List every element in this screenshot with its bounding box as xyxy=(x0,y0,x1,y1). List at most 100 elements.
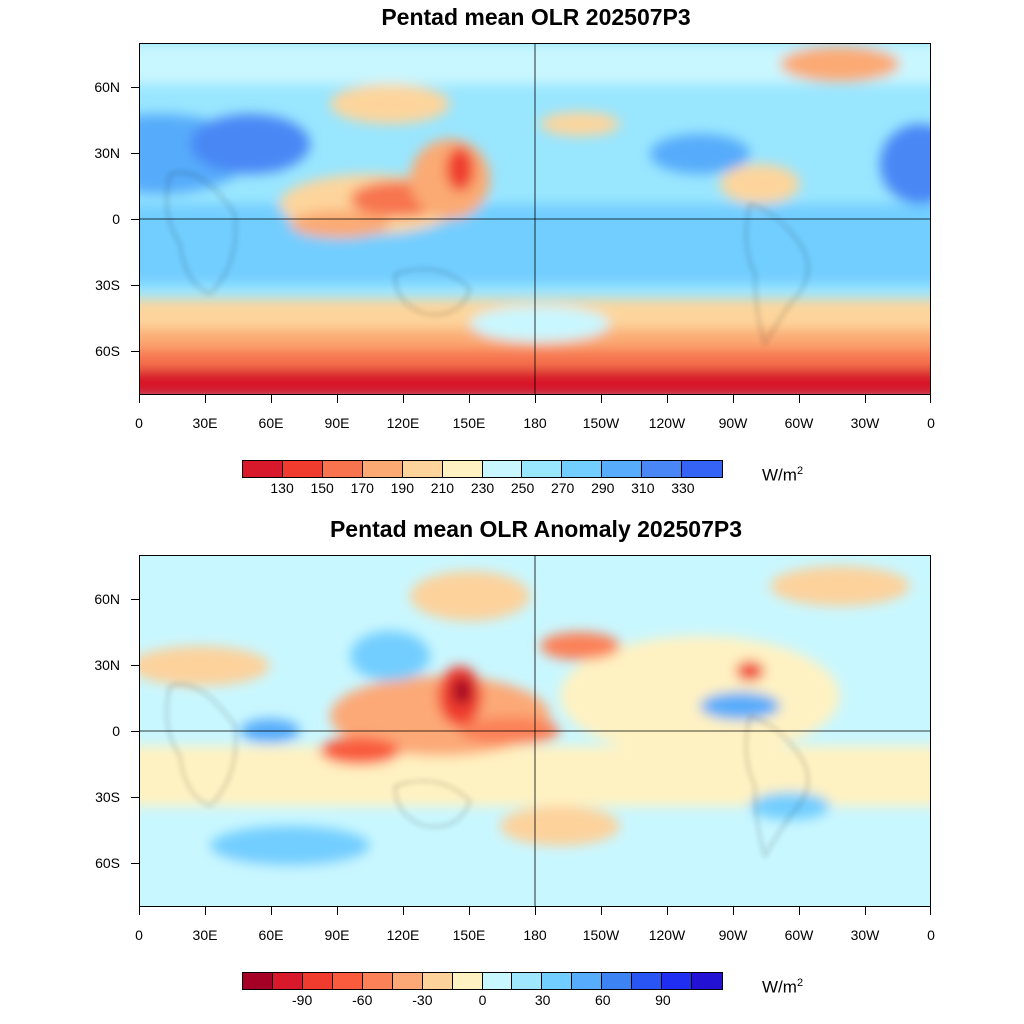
colorbar-swatch xyxy=(362,461,403,477)
y-tick xyxy=(131,665,139,666)
colorbar-swatch xyxy=(512,973,543,989)
y-tick xyxy=(131,731,139,732)
y-tick-label-0: 0 xyxy=(112,211,120,227)
x-tick-label: 120W xyxy=(648,927,686,943)
colorbar-swatch xyxy=(482,973,513,989)
x-tick-label: 30W xyxy=(850,415,880,431)
colorbar-label: 170 xyxy=(350,480,374,496)
colorbar-swatch xyxy=(392,973,423,989)
panel-title: Pentad mean OLR Anomaly 202507P3 xyxy=(329,516,743,542)
colorbar-label: 150 xyxy=(310,480,334,496)
colorbar-swatch xyxy=(542,973,573,989)
x-tick-label: 90E xyxy=(324,415,350,431)
x-tick xyxy=(601,395,602,403)
x-tick-label: 90W xyxy=(718,415,748,431)
olr-anomaly-panel: Pentad mean OLR Anomaly 202507P3 xyxy=(0,512,1024,1024)
x-tick xyxy=(205,907,206,915)
y-tick-label-0: 0 xyxy=(112,723,120,739)
colorbar-label: 250 xyxy=(510,480,535,496)
colorbar-swatch xyxy=(522,461,563,477)
x-tick-label: 0 xyxy=(135,415,143,431)
y-tick-label-60n: 60N xyxy=(94,79,120,95)
colorbar-label: 310 xyxy=(631,480,655,496)
y-tick xyxy=(131,351,139,352)
colorbar-swatch xyxy=(562,461,603,477)
x-tick-label: 0 xyxy=(927,415,935,431)
x-tick-label: 150W xyxy=(582,927,620,943)
colorbar-swatch xyxy=(602,461,643,477)
x-tick-label: 30W xyxy=(850,927,880,943)
olr-anomaly-colorbar xyxy=(242,972,723,990)
x-tick-label: 120W xyxy=(648,415,686,431)
colorbar-swatch xyxy=(442,461,483,477)
colorbar-swatch xyxy=(332,973,363,989)
x-tick xyxy=(469,907,470,915)
y-tick-label-30n: 30N xyxy=(94,145,120,161)
colorbar-label: -90 xyxy=(292,992,313,1008)
x-tick-label: 60E xyxy=(258,927,284,943)
olr-anomaly-map xyxy=(139,555,931,907)
colorbar-swatch xyxy=(682,461,723,477)
y-tick-label-30s: 30S xyxy=(95,789,120,805)
x-tick xyxy=(930,907,931,915)
colorbar-label: 330 xyxy=(671,480,695,496)
x-tick xyxy=(271,907,272,915)
x-tick xyxy=(271,395,272,403)
x-tick-label: 90E xyxy=(324,927,350,943)
colorbar-label: 210 xyxy=(430,480,455,496)
olr-mean-map xyxy=(139,43,931,395)
colorbar-label: 90 xyxy=(655,992,671,1008)
x-tick-label: 180 xyxy=(523,927,547,943)
x-tick xyxy=(469,395,470,403)
colorbar-swatch xyxy=(272,973,303,989)
x-tick-label: 120E xyxy=(386,927,420,943)
x-tick xyxy=(667,395,668,403)
colorbar-swatch xyxy=(282,461,323,477)
x-tick xyxy=(337,907,338,915)
colorbar-label: 290 xyxy=(591,480,615,496)
x-tick xyxy=(403,395,404,403)
x-tick xyxy=(733,395,734,403)
colorbar-swatch xyxy=(422,973,453,989)
x-tick-label: 60W xyxy=(784,415,814,431)
x-tick-label: 30E xyxy=(192,927,218,943)
colorbar-swatch xyxy=(243,461,283,477)
x-tick xyxy=(535,907,536,915)
colorbar-label: -30 xyxy=(412,992,433,1008)
y-tick xyxy=(131,285,139,286)
olr-mean-colorbar xyxy=(242,460,723,478)
colorbar-swatch xyxy=(302,973,333,989)
colorbar-label: 230 xyxy=(470,480,495,496)
colorbar-swatch xyxy=(692,973,722,989)
x-tick xyxy=(733,907,734,915)
x-tick xyxy=(865,395,866,403)
y-tick-label-30n: 30N xyxy=(94,657,120,673)
x-tick xyxy=(799,907,800,915)
x-tick-label: 120E xyxy=(386,415,420,431)
colorbar-label: 130 xyxy=(270,480,294,496)
colorbar-swatch xyxy=(402,461,443,477)
x-tick-label: 0 xyxy=(135,927,143,943)
olr-anomaly-field xyxy=(140,556,930,906)
x-tick-label: 150W xyxy=(582,415,620,431)
x-tick-label: 150E xyxy=(452,927,486,943)
y-tick xyxy=(131,219,139,220)
colorbar-label: 190 xyxy=(390,480,414,496)
x-tick xyxy=(535,395,536,403)
y-tick xyxy=(131,153,139,154)
colorbar-label: -60 xyxy=(352,992,373,1008)
x-tick xyxy=(865,907,866,915)
y-tick-label-30s: 30S xyxy=(95,277,120,293)
x-tick-label: 90W xyxy=(718,927,748,943)
colorbar-label: 60 xyxy=(594,992,611,1008)
y-tick xyxy=(131,863,139,864)
olr-mean-field xyxy=(140,44,930,394)
colorbar-swatch xyxy=(662,973,693,989)
y-tick xyxy=(131,599,139,600)
y-tick xyxy=(131,797,139,798)
x-tick-label: 60E xyxy=(258,415,284,431)
colorbar-label: 0 xyxy=(478,992,487,1008)
x-tick xyxy=(205,395,206,403)
colorbar-label: 30 xyxy=(534,992,551,1008)
x-tick xyxy=(601,907,602,915)
